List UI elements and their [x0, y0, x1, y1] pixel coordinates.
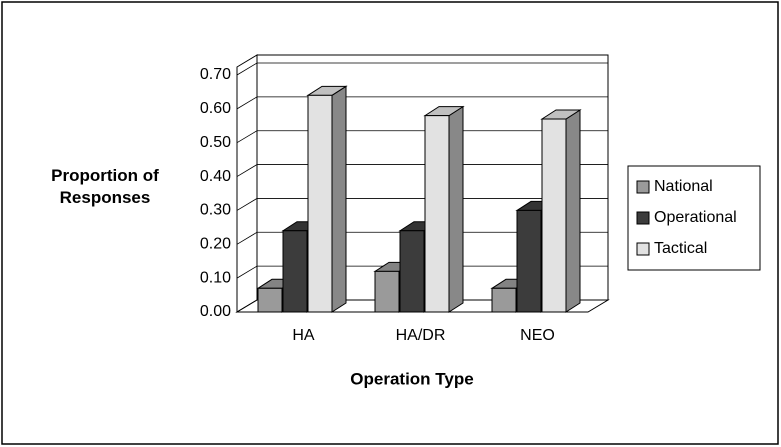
x-axis-title: Operation Type: [350, 369, 473, 388]
grid-line: [236, 198, 608, 211]
y-tick-label: 0.20: [200, 236, 231, 253]
y-tick-label: 0.00: [200, 303, 231, 320]
y-axis-title: Proportion of Responses: [51, 166, 159, 207]
bar: [423, 105, 465, 313]
y-tick-label: 0.60: [200, 100, 231, 117]
bar-front: [424, 115, 450, 313]
y-tick-label: 0.10: [200, 269, 231, 286]
legend-swatch: [636, 242, 650, 256]
grid-line: [236, 299, 608, 313]
legend-box: [627, 165, 761, 271]
x-tick-label: HA/DR: [396, 327, 446, 344]
bar-front: [541, 118, 567, 313]
x-tick-label: NEO: [520, 327, 555, 344]
grid-line: [236, 130, 608, 144]
bar-side: [331, 85, 347, 313]
y-tick-label: 0.70: [200, 66, 231, 83]
bar-front: [307, 94, 333, 313]
bar-front: [282, 230, 308, 313]
bar-front: [516, 209, 542, 313]
bar: [540, 109, 582, 313]
legend-swatch: [636, 211, 650, 225]
legend-label: National: [654, 178, 713, 195]
grid-line: [236, 164, 608, 177]
x-tick-label: HA: [292, 327, 315, 344]
bar-side: [448, 105, 464, 313]
side-wall: [236, 54, 258, 313]
grid-line: [236, 96, 608, 110]
bar-front: [257, 287, 283, 313]
y-tick-label: 0.30: [200, 202, 231, 219]
legend-label: Operational: [654, 209, 737, 226]
y-tick-label: 0.40: [200, 168, 231, 185]
grid-line: [236, 265, 608, 279]
legend-swatch: [636, 180, 650, 194]
bar-front: [491, 287, 517, 313]
grid-line: [236, 231, 608, 245]
legend-label: Tactical: [654, 240, 707, 257]
grid-line: [236, 62, 608, 76]
bar: [306, 85, 348, 313]
y-tick-label: 0.50: [200, 134, 231, 151]
bar-side: [565, 109, 581, 313]
bar-front: [374, 270, 400, 313]
bar-front: [399, 230, 425, 313]
